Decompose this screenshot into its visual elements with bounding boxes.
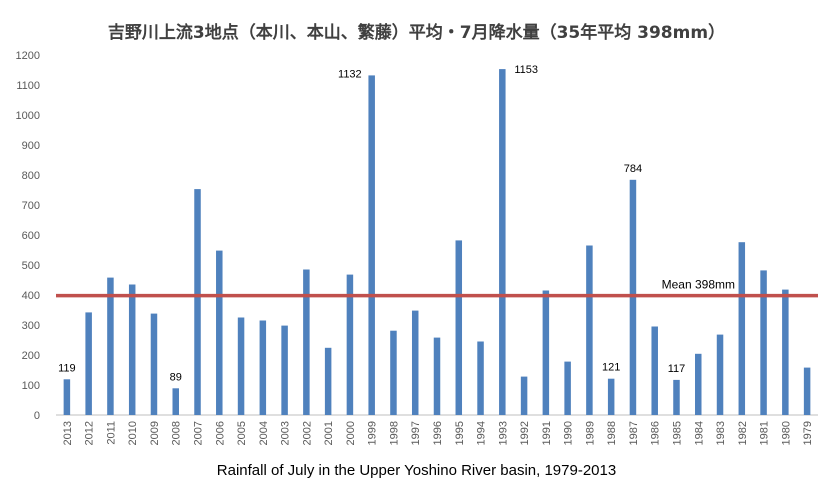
data-label-2013: 119 <box>58 362 76 374</box>
y-tick-label: 1100 <box>16 80 40 92</box>
x-tick-label: 1982 <box>737 421 749 445</box>
x-tick-label: 2004 <box>258 421 270 445</box>
bar-1996 <box>433 337 441 415</box>
x-tick-label: 1992 <box>519 421 531 445</box>
x-tick-label: 2010 <box>127 421 139 445</box>
bar-2004 <box>259 320 267 415</box>
y-tick-label: 700 <box>22 200 40 212</box>
x-tick-label: 2006 <box>214 421 226 445</box>
data-label-2008: 89 <box>170 371 182 383</box>
x-tick-label: 2007 <box>193 421 205 445</box>
bar-1983 <box>716 334 724 415</box>
bar-1994 <box>477 341 484 415</box>
bar-1981 <box>760 270 767 415</box>
x-tick-label: 1997 <box>410 421 422 445</box>
x-tick-label: 2002 <box>301 421 313 445</box>
x-tick-label: 1991 <box>541 421 553 445</box>
bar-1982 <box>738 242 746 415</box>
y-tick-label: 100 <box>22 380 40 392</box>
data-label-1985: 117 <box>668 363 686 375</box>
bar-2011 <box>107 277 114 415</box>
data-label-1999: 1132 <box>338 68 362 80</box>
bar-1988 <box>607 378 615 415</box>
bar-2007 <box>194 189 201 415</box>
data-label-1988: 121 <box>602 362 620 374</box>
x-tick-label: 1987 <box>628 421 640 445</box>
x-tick-label: 1979 <box>802 421 814 445</box>
bar-1991 <box>542 290 550 415</box>
bar-1985 <box>673 379 680 415</box>
x-tick-label: 1983 <box>715 421 727 445</box>
chart-title: 吉野川上流3地点（本川、本山、繁藤）平均・7月降水量（35年平均 398mm） <box>107 23 726 43</box>
y-tick-label: 900 <box>22 140 40 152</box>
bar-1993 <box>499 69 506 415</box>
bar-2006 <box>216 250 223 415</box>
x-tick-label: 1996 <box>432 421 444 445</box>
x-tick-label: 1998 <box>388 421 400 445</box>
x-tick-label: 1984 <box>693 421 705 445</box>
x-tick-label: 1981 <box>759 421 771 445</box>
x-tick-label: 1988 <box>606 421 618 445</box>
bar-2003 <box>281 325 288 415</box>
x-tick-label: 2001 <box>323 421 335 445</box>
x-tick-label: 1993 <box>497 421 509 445</box>
y-tick-label: 300 <box>22 320 40 332</box>
x-tick-label: 2003 <box>280 421 292 445</box>
x-tick-label: 2009 <box>149 421 161 445</box>
mean-line-label: Mean 398mm <box>662 278 735 292</box>
bar-2000 <box>346 274 354 415</box>
bar-1997 <box>411 310 419 415</box>
bar-1999 <box>368 75 375 416</box>
bar-2001 <box>324 347 332 415</box>
x-tick-label: 1980 <box>780 421 792 445</box>
y-tick-label: 0 <box>34 410 40 422</box>
bar-1984 <box>695 353 702 415</box>
bar-1989 <box>586 245 593 415</box>
bar-1987 <box>629 179 637 415</box>
y-tick-label: 400 <box>22 290 40 302</box>
bar-1998 <box>390 330 397 415</box>
x-tick-label: 2000 <box>345 421 357 445</box>
x-tick-label: 2011 <box>105 421 117 445</box>
y-tick-label: 200 <box>22 350 40 362</box>
x-tick-label: 1994 <box>476 421 488 445</box>
x-tick-label: 1995 <box>454 421 466 445</box>
x-tick-label: 2013 <box>62 421 74 445</box>
bar-1980 <box>782 289 789 415</box>
y-tick-label: 1000 <box>16 110 40 122</box>
bar-2013 <box>63 379 71 415</box>
y-tick-label: 600 <box>22 230 40 242</box>
y-tick-label: 800 <box>22 170 40 182</box>
bar-2012 <box>85 312 92 415</box>
bar-1992 <box>520 376 528 415</box>
bar-1990 <box>564 361 571 415</box>
bar-1986 <box>651 326 658 415</box>
x-tick-label: 1999 <box>367 421 379 445</box>
bar-1995 <box>455 240 463 415</box>
x-tick-label: 1986 <box>650 421 662 445</box>
x-tick-label: 2005 <box>236 421 248 445</box>
data-label-1987: 784 <box>624 163 642 175</box>
bar-2002 <box>303 269 310 415</box>
bar-2009 <box>150 313 158 415</box>
y-tick-label: 1200 <box>16 50 40 62</box>
x-tick-label: 2012 <box>84 421 96 445</box>
x-tick-label: 1989 <box>584 421 596 445</box>
x-tick-label: 1990 <box>563 421 575 445</box>
y-tick-label: 500 <box>22 260 40 272</box>
bar-1979 <box>803 367 811 415</box>
bar-2010 <box>128 284 136 415</box>
data-label-1993: 1153 <box>514 64 538 76</box>
x-tick-label: 1985 <box>671 421 683 445</box>
chart-caption: Rainfall of July in the Upper Yoshino Ri… <box>216 462 617 479</box>
bar-2008 <box>172 388 179 415</box>
bar-2005 <box>237 317 245 415</box>
x-tick-label: 2008 <box>171 421 183 445</box>
